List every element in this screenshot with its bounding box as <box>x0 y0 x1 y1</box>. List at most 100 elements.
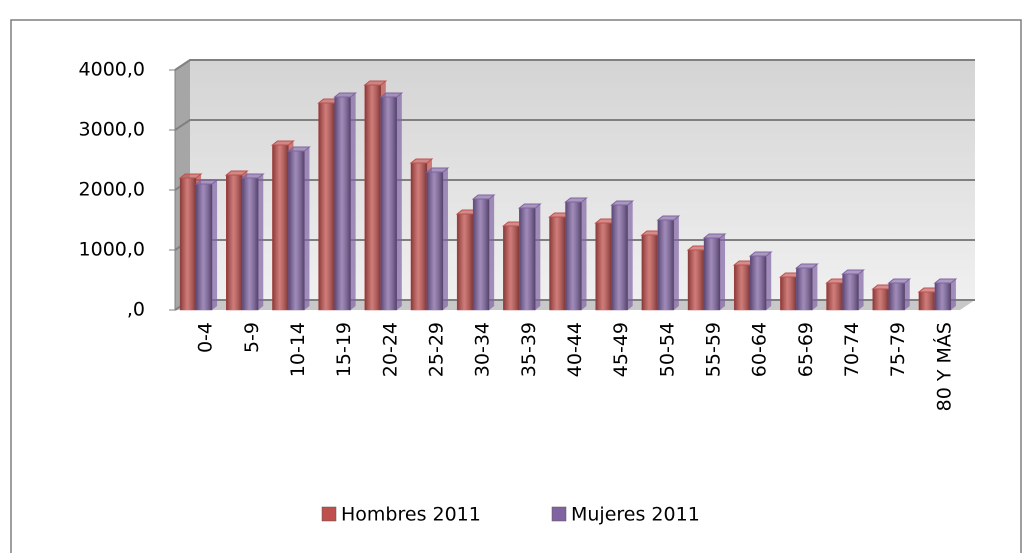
bar-side <box>858 270 864 310</box>
bar <box>611 204 628 311</box>
bar-side <box>350 93 356 310</box>
bar <box>519 207 536 311</box>
bar <box>796 267 813 311</box>
x-tick-label: 35-39 <box>518 322 540 377</box>
bar <box>288 150 305 311</box>
bar <box>888 282 905 311</box>
x-tick-label: 45-49 <box>610 322 632 377</box>
legend-label: Mujeres 2011 <box>571 504 700 526</box>
bar <box>318 102 335 311</box>
legend-swatch <box>551 506 567 522</box>
y-tick-label: 3000,0 <box>79 119 145 141</box>
bar-top <box>656 215 681 221</box>
x-tick-label: 65-69 <box>795 322 817 377</box>
y-tick-label: 1000,0 <box>79 239 145 261</box>
x-tick-label: 75-79 <box>887 322 909 377</box>
x-tick-label: 80 Y MÁS <box>932 322 955 411</box>
x-tick-label: 0-4 <box>195 322 217 353</box>
bar-top <box>748 251 773 257</box>
x-tick-label: 55-59 <box>703 322 725 377</box>
bar-side <box>673 216 679 310</box>
bar <box>195 183 213 311</box>
bar-top <box>379 92 404 98</box>
x-tick-label: 60-64 <box>749 322 771 377</box>
x-tick-label: 30-34 <box>472 322 494 377</box>
bar-top <box>517 203 542 209</box>
bar-top <box>471 194 496 200</box>
bar <box>226 174 243 311</box>
bar-side <box>766 252 772 310</box>
grid-line <box>174 59 975 71</box>
legend-label: Hombres 2011 <box>341 504 481 526</box>
bar <box>410 162 428 311</box>
bar-top <box>794 263 819 269</box>
x-tick-label: 5-9 <box>241 322 263 353</box>
bar <box>364 84 382 311</box>
bar <box>503 225 520 311</box>
bar <box>872 288 889 311</box>
bar-top <box>178 173 203 179</box>
x-tick-label: 50-54 <box>656 322 678 377</box>
grid-line <box>174 119 975 131</box>
bar-top <box>194 179 219 185</box>
bar-top <box>841 269 865 275</box>
bar <box>641 234 659 311</box>
x-tick-label: 70-74 <box>841 322 863 377</box>
bar-side <box>535 204 541 310</box>
x-tick-label: 20-24 <box>379 322 401 377</box>
bar <box>918 291 936 311</box>
bar-top <box>240 173 265 179</box>
bar <box>703 237 721 311</box>
bar <box>380 96 398 311</box>
bar <box>426 171 444 311</box>
bar <box>334 96 351 311</box>
bar <box>472 198 490 311</box>
bar <box>780 276 797 311</box>
bar-top <box>287 146 311 152</box>
bar <box>749 255 767 311</box>
bar-side <box>489 195 495 310</box>
bar <box>733 264 751 311</box>
bar-top <box>887 278 912 284</box>
bar <box>842 273 859 311</box>
bar <box>565 201 582 311</box>
x-tick-label: 25-29 <box>425 322 447 377</box>
bar-side <box>720 234 726 310</box>
bar-side <box>396 93 402 310</box>
bar <box>179 177 197 311</box>
bar-side <box>581 198 587 310</box>
bar-top <box>363 80 388 86</box>
bar <box>242 177 259 311</box>
bar <box>657 219 675 311</box>
bar-side <box>304 147 310 310</box>
x-tick-label: 15-19 <box>333 322 355 377</box>
bar-side <box>442 168 448 310</box>
y-tick-label: 2000,0 <box>79 179 145 201</box>
bar-top <box>702 233 727 239</box>
bar-side <box>258 174 264 310</box>
bar-side <box>812 264 818 310</box>
y-tick-label: ,0 <box>127 299 145 321</box>
bar-top <box>425 167 450 173</box>
bar-side <box>904 279 910 310</box>
bar-side <box>212 180 218 310</box>
bar <box>595 222 612 311</box>
bar-side <box>950 279 956 310</box>
bar <box>272 144 289 311</box>
bar <box>549 216 566 311</box>
bar-top <box>409 158 434 164</box>
bar <box>456 213 474 311</box>
bar <box>934 282 952 311</box>
bar-side <box>627 201 633 310</box>
y-tick-label: 4000,0 <box>79 59 145 81</box>
bar-top <box>224 170 249 176</box>
bar <box>826 282 843 311</box>
bar-top <box>933 278 958 284</box>
bar-top <box>333 92 358 98</box>
legend-swatch <box>321 506 337 522</box>
bar <box>687 249 705 311</box>
x-tick-label: 40-44 <box>564 322 586 377</box>
bar-top <box>564 197 588 203</box>
bar-top <box>271 140 295 146</box>
